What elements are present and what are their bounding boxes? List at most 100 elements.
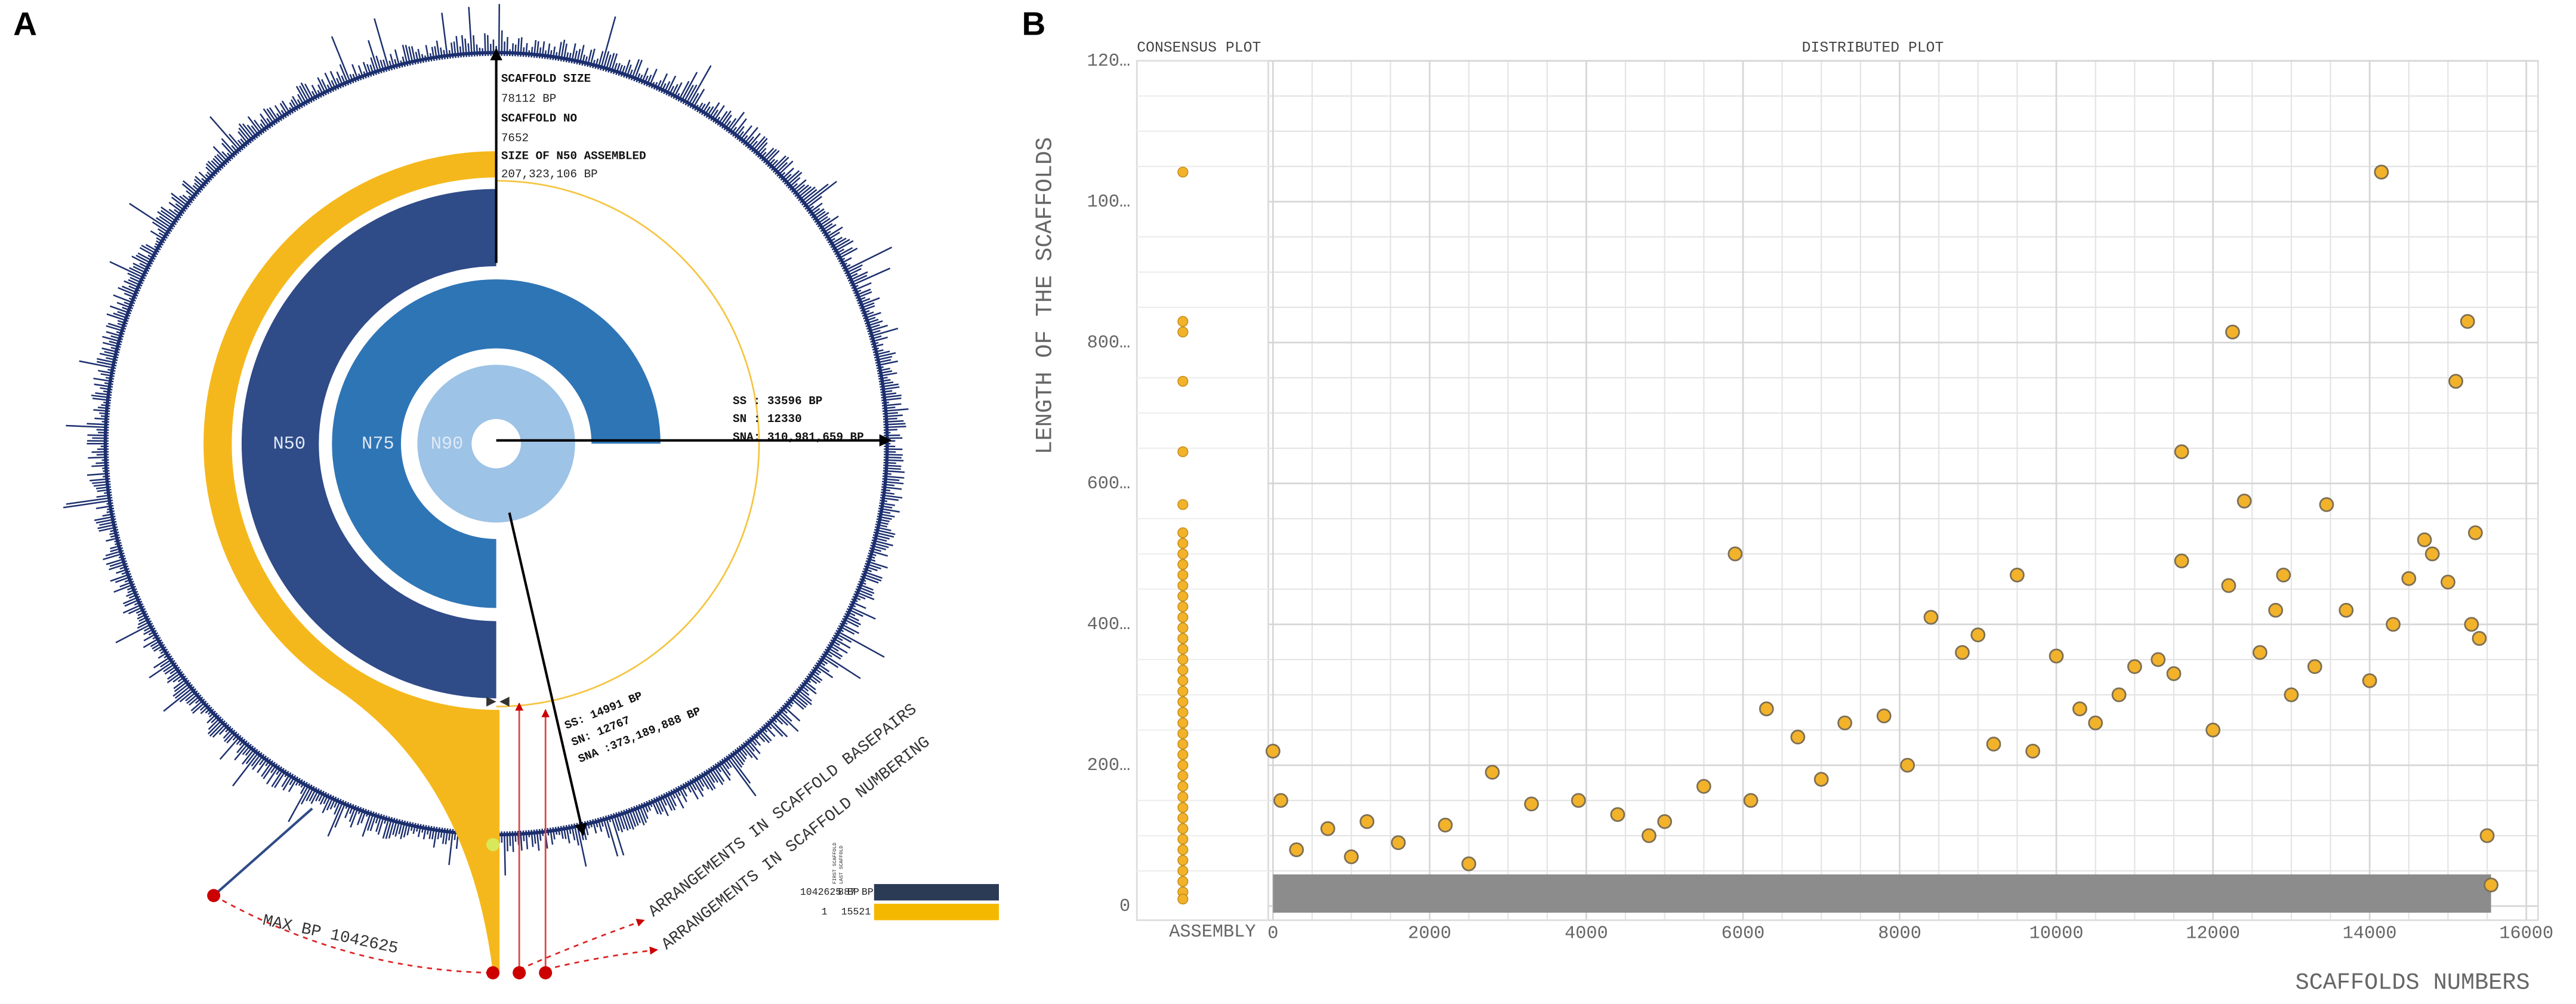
length-spike [349, 73, 354, 84]
length-spike [212, 158, 224, 170]
annotation: SIZE OF N50 ASSEMBLED [501, 150, 646, 163]
length-spike [257, 757, 269, 774]
length-spike [860, 305, 875, 312]
length-spike [459, 46, 462, 58]
length-spike [712, 765, 725, 782]
length-spike [100, 373, 115, 377]
length-spike [137, 252, 155, 263]
length-spike [600, 817, 604, 827]
length-spike [270, 763, 278, 774]
length-spike [101, 347, 120, 353]
length-spike [785, 700, 793, 707]
length-spike [640, 67, 649, 85]
scatter-point [1727, 546, 1743, 562]
length-spike [212, 722, 228, 738]
length-spike [436, 40, 440, 60]
length-spike [514, 44, 517, 57]
length-spike [506, 37, 508, 56]
consensus-point [1177, 791, 1189, 803]
length-spike [684, 781, 692, 793]
length-spike [696, 102, 704, 113]
length-spike [182, 180, 200, 195]
length-spike [753, 138, 768, 155]
scatter-point [1610, 807, 1625, 822]
length-spike [694, 104, 699, 111]
length-spike [628, 69, 633, 80]
length-spike [865, 560, 888, 569]
length-spike [801, 183, 829, 206]
length-spike [824, 226, 843, 239]
consensus-point [1177, 675, 1189, 686]
length-spike [246, 124, 258, 139]
n90-arrow [508, 512, 587, 836]
length-spike [91, 464, 110, 467]
length-spike [102, 467, 110, 470]
length-spike [522, 830, 525, 842]
scatter-point [1571, 793, 1586, 808]
length-spike [281, 100, 292, 115]
length-spike [127, 586, 137, 591]
length-spike [129, 267, 147, 277]
length-spike [448, 829, 454, 866]
length-spike [122, 596, 140, 605]
length-spike [872, 537, 887, 542]
scatter-point [2386, 617, 2401, 632]
y-axis-label: LENGTH OF THE SCAFFOLDS [1032, 137, 1058, 455]
length-spike [93, 377, 114, 383]
length-spike [701, 101, 711, 115]
length-spike [138, 615, 150, 622]
length-spike [110, 573, 132, 582]
length-spike [190, 698, 205, 712]
length-spike [242, 747, 257, 765]
scatter-point [2484, 877, 2499, 892]
length-spike [106, 510, 115, 513]
length-spike [863, 568, 872, 572]
length-spike [205, 706, 212, 714]
length-spike [455, 36, 459, 58]
length-spike [97, 358, 118, 364]
length-spike [787, 698, 794, 705]
length-spike [229, 133, 244, 151]
length-spike [149, 660, 175, 679]
consensus-point [1177, 833, 1189, 845]
length-spike [109, 560, 127, 567]
length-spike [811, 208, 825, 219]
length-spike [533, 829, 536, 844]
length-spike [852, 282, 872, 292]
length-spike [156, 240, 164, 246]
length-spike [514, 831, 517, 842]
legend-label: 15521 [841, 906, 871, 917]
length-spike [186, 190, 196, 199]
length-spike [171, 192, 190, 208]
length-spike [878, 504, 893, 509]
length-spike [417, 824, 422, 837]
length-spike [745, 136, 754, 147]
length-spike [682, 783, 687, 790]
length-spike [675, 787, 681, 796]
scatter-point [2174, 553, 2189, 569]
scatter-point [2072, 701, 2087, 716]
length-spike [298, 779, 303, 786]
length-spike [172, 673, 185, 683]
length-spike [817, 660, 826, 666]
length-spike [224, 729, 236, 743]
length-spike [242, 743, 252, 756]
length-spike [801, 682, 817, 695]
length-spike [607, 814, 612, 823]
length-spike [335, 78, 342, 89]
length-spike [866, 324, 880, 330]
length-spike [260, 123, 267, 133]
length-spike [311, 84, 320, 100]
annotation: SCAFFOLD NO [501, 112, 577, 125]
length-spike [560, 39, 566, 61]
length-spike [525, 830, 529, 849]
length-spike [297, 99, 303, 109]
length-spike [736, 747, 747, 760]
length-spike [794, 690, 812, 706]
length-spike [881, 392, 897, 396]
length-spike [375, 813, 380, 824]
length-spike [568, 824, 572, 834]
scatter-point [2127, 659, 2142, 675]
length-spike [730, 127, 738, 135]
length-spike [883, 470, 905, 473]
